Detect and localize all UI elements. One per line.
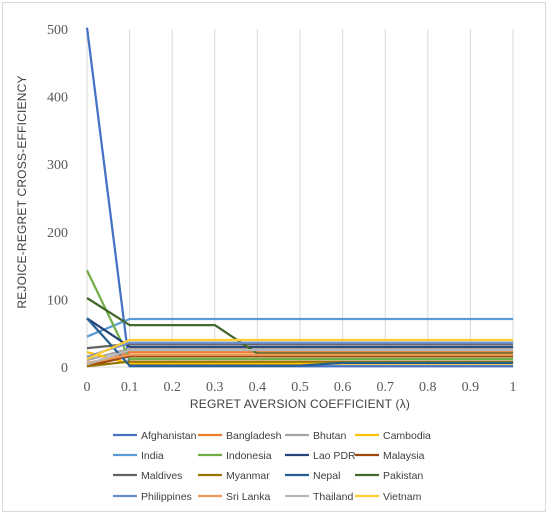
chart-frame — [2, 2, 546, 512]
legend-label: Myanmar — [226, 470, 270, 482]
x-tick-label: 0.4 — [249, 380, 267, 395]
x-tick-label: 0.3 — [206, 380, 224, 395]
legend-item: Malaysia — [355, 450, 425, 462]
x-tick-label: 0.2 — [163, 380, 181, 395]
series-line-bangladesh — [86, 350, 513, 367]
legend-item: Afghanistan — [113, 430, 197, 442]
x-tick-label: 0.1 — [121, 380, 139, 395]
legend-item: Bhutan — [285, 430, 346, 442]
legend-label: Thailand — [313, 491, 353, 503]
series-line-philippines — [86, 341, 513, 358]
series-line-bhutan — [86, 347, 513, 362]
legend-label: Pakistan — [383, 470, 423, 482]
y-tick-label: 500 — [47, 23, 68, 38]
y-tick-labels: 0 100 200 300 400 500 — [47, 23, 68, 376]
x-tick-label: 0.7 — [376, 380, 394, 395]
series-line-indonesia — [85, 269, 513, 361]
series-line-sri-lanka — [86, 353, 513, 365]
y-axis-title: REJOICE-REGRET CROSS-EFFICIENCY — [15, 75, 29, 308]
series-line-thailand — [86, 348, 513, 366]
legend-item: Sri Lanka — [198, 491, 271, 503]
y-tick-label: 0 — [61, 361, 68, 376]
x-tick-label: 0.6 — [334, 380, 352, 395]
series-line-pakistan — [86, 297, 513, 355]
grid-lines — [86, 29, 514, 368]
legend-item: Cambodia — [355, 430, 431, 442]
x-tick-label: 0.9 — [462, 380, 480, 395]
series-line-lao-pdr — [86, 317, 513, 348]
legend-item: Thailand — [285, 491, 353, 503]
legend-label: Philippines — [141, 491, 192, 503]
legend-label: Sri Lanka — [226, 491, 271, 503]
legend-label: India — [141, 450, 164, 462]
series-lines — [85, 27, 513, 368]
legend-item: Indonesia — [198, 450, 272, 462]
y-tick-label: 200 — [47, 226, 68, 241]
legend-item: India — [113, 450, 164, 462]
legend-item: Maldives — [113, 470, 182, 482]
legend-item: Bangladesh — [198, 430, 282, 442]
legend-label: Vietnam — [383, 491, 422, 503]
x-tick-label: 0.5 — [291, 380, 309, 395]
legend-item: Vietnam — [355, 491, 422, 503]
legend-label: Indonesia — [226, 450, 272, 462]
legend-item: Nepal — [285, 470, 340, 482]
series-line-myanmar — [86, 360, 513, 368]
legend-item: Pakistan — [355, 470, 423, 482]
y-tick-label: 300 — [47, 158, 68, 173]
x-tick-labels: 0 0.1 0.2 0.3 0.4 0.5 0.6 0.7 0.8 0.9 1 — [84, 380, 517, 395]
legend-label: Nepal — [313, 470, 340, 482]
y-tick-label: 100 — [47, 293, 68, 308]
legend: Afghanistan Bangladesh Bhutan Cambodia India… — [113, 430, 431, 503]
legend-item: Philippines — [113, 491, 192, 503]
legend-label: Afghanistan — [141, 430, 197, 442]
series-line-vietnam — [86, 338, 513, 360]
legend-item: Myanmar — [198, 470, 270, 482]
x-tick-label: 0 — [84, 380, 91, 395]
series-line-nepal — [86, 317, 513, 367]
x-axis-title: REGRET AVERSION COEFFICIENT (λ) — [190, 397, 410, 411]
series-line-maldives — [86, 342, 513, 350]
legend-label: Malaysia — [383, 450, 425, 462]
series-line-india — [86, 317, 513, 338]
y-tick-label: 400 — [47, 91, 68, 106]
legend-label: Bhutan — [313, 430, 346, 442]
x-tick-label: 1 — [510, 380, 517, 395]
x-tick-label: 0.8 — [419, 380, 437, 395]
legend-label: Cambodia — [383, 430, 431, 442]
series-line-malaysia — [86, 355, 513, 368]
legend-label: Lao PDR — [313, 450, 356, 462]
legend-label: Bangladesh — [226, 430, 282, 442]
legend-item: Lao PDR — [285, 450, 356, 462]
legend-label: Maldives — [141, 470, 182, 482]
